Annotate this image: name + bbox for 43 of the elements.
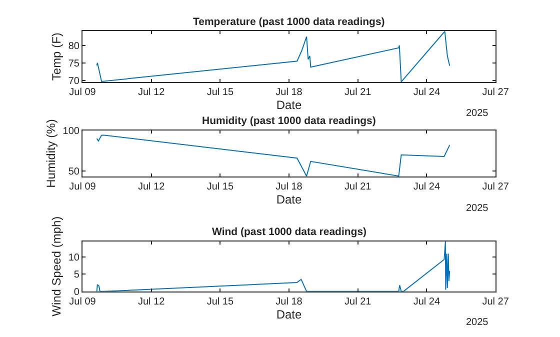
y-tick-label: 70 xyxy=(68,76,80,87)
x-tick-label: Jul 24 xyxy=(413,182,440,193)
line-series xyxy=(96,134,450,177)
y-tick-label: 75 xyxy=(68,58,80,70)
y-tick-label: 0 xyxy=(74,286,80,298)
x-tick-label: Jul 24 xyxy=(413,87,440,98)
y-tick-label: 10 xyxy=(68,252,80,264)
line-series xyxy=(96,31,450,82)
x-tick-label: Jul 18 xyxy=(276,87,303,98)
y-tick-label: 5 xyxy=(74,270,80,281)
x-tick-label: Jul 12 xyxy=(138,182,166,193)
x-tick-label: Jul 15 xyxy=(206,296,234,308)
y-axis-title: Humidity (%) xyxy=(44,119,58,188)
text: 2025 xyxy=(466,317,489,328)
y-axis-title: Temp (F) xyxy=(50,32,64,81)
x-tick-label: Jul 09 xyxy=(69,182,96,193)
x-tick-label: Jul 09 xyxy=(69,87,96,98)
x-tick-label: Jul 15 xyxy=(206,87,234,98)
x-axis-title: Date xyxy=(276,98,302,112)
x-tick-label: Jul 12 xyxy=(138,87,166,98)
x-tick-label: Jul 18 xyxy=(276,182,303,193)
text: 2025 xyxy=(466,108,489,119)
x-tick-label: Jul 15 xyxy=(206,182,234,193)
x-axis-title: Date xyxy=(276,192,302,207)
text: 2025 xyxy=(466,203,489,214)
x-tick-label: Jul 21 xyxy=(344,87,372,98)
x-tick-label: Jul 18 xyxy=(276,296,303,308)
x-tick-label: Jul 27 xyxy=(482,87,510,98)
y-axis-title: Wind Speed (mph) xyxy=(50,216,64,316)
y-tick-label: 80 xyxy=(68,40,80,52)
chart-title: Temperature (past 1000 data readings) xyxy=(193,16,385,28)
x-tick-label: Jul 09 xyxy=(69,296,96,308)
x-tick-label: Jul 21 xyxy=(344,296,372,308)
x-axis-title: Date xyxy=(276,307,302,322)
x-tick-label: Jul 27 xyxy=(482,182,510,193)
x-tick-label: Jul 21 xyxy=(344,182,372,193)
x-tick-label: Jul 24 xyxy=(413,296,440,308)
chart-title: Humidity (past 1000 data readings) xyxy=(202,115,376,127)
x-tick-label: Jul 27 xyxy=(482,296,510,308)
chart-title: Wind (past 1000 data readings) xyxy=(212,226,367,238)
x-tick-label: Jul 12 xyxy=(138,296,166,308)
y-tick-label: 100 xyxy=(62,126,80,137)
y-tick-label: 50 xyxy=(68,166,80,178)
